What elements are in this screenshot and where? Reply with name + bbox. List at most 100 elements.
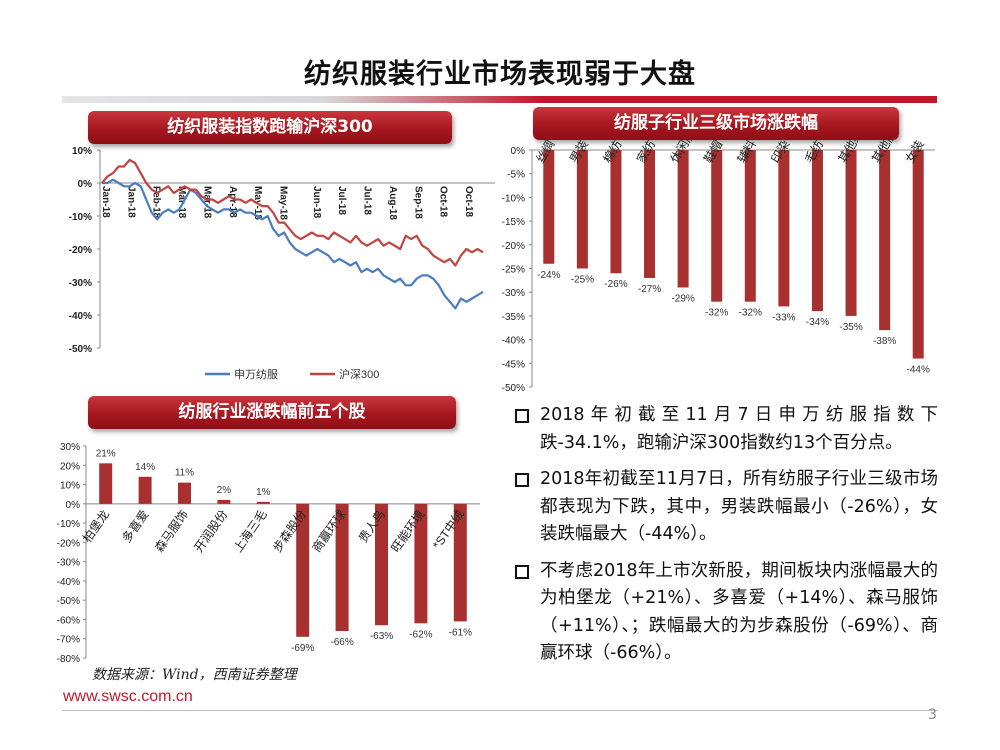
bullet-square-icon (515, 564, 529, 579)
x-tick-label: Oct-18 (463, 186, 474, 218)
bar (178, 482, 191, 504)
bullet-item: 2018年初截至11月7日，所有纺服子行业三级市场都表现为下跌，其中，男装跌幅最… (513, 466, 938, 549)
data-label: -69% (291, 643, 314, 654)
x-tick-label: Jan-18 (100, 186, 111, 218)
y-tick-label: -30% (502, 288, 525, 299)
data-label: 21% (96, 448, 116, 459)
x-tick-label: May-18 (278, 186, 289, 220)
bar (576, 150, 588, 269)
top5-chart-panel: 30% 20% 10% 0% -10% -20% -30% -40% -50% -60% -70% -… (40, 434, 490, 666)
data-label: -32% (739, 308, 762, 319)
bullet-item: 不考虑2018年上市次新股，期间板块内涨幅最大的为柏堡龙（+21%）、多喜爱（+… (513, 558, 938, 668)
footer-divider (62, 710, 938, 711)
legend-label: 沪深300 (339, 367, 379, 381)
y-tick-label: -40% (57, 577, 80, 588)
title-underline (62, 96, 937, 103)
x-tick-label: Feb-18 (151, 186, 162, 219)
bar (256, 501, 270, 504)
bar (811, 150, 823, 312)
subindustry-bar-chart: 0% -5% -10% -15% -20% -25% -30% -35% -40% -45% -50… (502, 140, 935, 394)
y-tick-label: -20% (57, 538, 80, 549)
category-label: 柏堡龙 (79, 507, 112, 545)
bar (845, 150, 857, 316)
bar (879, 150, 891, 331)
page-title: 纺织服装行业市场表现弱于大盘 (304, 59, 696, 90)
bullet-text: 2018年初截至11月7日申万纺服指数下跌-34.1%，跑输沪深300指数约13… (540, 405, 938, 453)
category-label: 开润股份 (191, 508, 230, 555)
category-label: 多喜爱 (119, 508, 151, 546)
data-label: -27% (638, 284, 661, 295)
y-tick-label: -50% (57, 596, 80, 607)
data-label: -33% (772, 312, 795, 323)
bar (453, 503, 467, 622)
x-tick-label: Apr-18 (227, 186, 238, 218)
bar (711, 150, 723, 302)
x-tick-label: Jul-18 (336, 186, 347, 215)
x-tick-label: Jun-18 (311, 186, 322, 219)
line-chart-panel: 10% 0% -10% -20% -30% -40% -50% Jan-18 Jan-18 Feb… (55, 142, 505, 387)
data-label: -38% (873, 336, 896, 347)
x-tick-label: Jan-18 (125, 186, 136, 218)
y-tick-label: -50% (502, 383, 525, 394)
bullet-square-icon (515, 473, 529, 487)
y-tick-label: -40% (69, 311, 92, 322)
data-label: -62% (409, 629, 432, 640)
y-tick-label: 20% (60, 461, 80, 472)
bar (414, 503, 428, 624)
page-number: 3 (928, 707, 937, 723)
y-tick-label: -20% (502, 241, 525, 252)
bar (912, 150, 924, 359)
data-source-note: 数据来源：Wind，西南证券整理 (92, 667, 297, 683)
bar (335, 503, 349, 632)
y-tick-label: -80% (57, 654, 80, 665)
bar (644, 150, 656, 278)
y-tick-label: -5% (507, 170, 525, 181)
y-tick-label: 30% (60, 442, 80, 453)
y-tick-label: -45% (502, 359, 525, 370)
bar (375, 503, 388, 626)
series-line-hs300 (101, 158, 484, 267)
bar (138, 476, 152, 504)
series-line-shenwan (102, 178, 484, 310)
subindustry-chart-banner: 纺服子行业三级市场涨跌幅 (533, 107, 899, 140)
data-label: -29% (671, 293, 694, 304)
data-label: -63% (370, 631, 393, 642)
top5-bar-chart: 30% 20% 10% 0% -10% -20% -30% -40% -50% -60% -70% -… (57, 442, 480, 665)
bullet-list: 2018年初截至11月7日申万纺服指数下跌-34.1%，跑输沪深300指数约13… (513, 402, 938, 677)
y-tick-label: -30% (69, 278, 92, 289)
y-tick-label: -25% (502, 265, 525, 276)
y-tick-label: -10% (69, 212, 92, 223)
y-tick-label: -50% (69, 344, 92, 355)
data-label: -25% (571, 275, 594, 286)
y-tick-label: 10% (60, 481, 80, 492)
y-tick-label: 0% (66, 500, 81, 511)
x-tick-label: Oct-18 (438, 186, 449, 218)
data-label: -26% (604, 279, 627, 290)
y-tick-label: -70% (57, 635, 80, 646)
top5-chart-banner: 纺服行业涨跌幅前五个股 (88, 396, 456, 429)
y-tick-label: -15% (502, 217, 525, 228)
bar (217, 499, 231, 504)
legend-label: 申万纺服 (234, 367, 278, 381)
x-tick-label: Mar-18 (176, 186, 187, 219)
y-tick-label: -35% (502, 312, 525, 323)
data-label: -32% (705, 308, 728, 319)
bullet-square-icon (515, 409, 529, 423)
data-label: -35% (839, 322, 862, 333)
y-tick-label: 0% (511, 146, 526, 157)
data-label: -44% (907, 365, 930, 376)
y-tick-label: -10% (57, 519, 80, 530)
x-tick-label: Aug-18 (387, 186, 398, 220)
x-tick-label: Mar-18 (201, 186, 212, 219)
x-tick-label: Jul-18 (362, 186, 373, 215)
category-label: 森马服饰 (151, 507, 191, 555)
data-label: 1% (256, 487, 271, 498)
bullet-text: 不考虑2018年上市次新股，期间板块内涨幅最大的为柏堡龙（+21%）、多喜爱（+… (540, 560, 938, 664)
bar (610, 150, 622, 274)
y-tick-label: 10% (72, 146, 92, 157)
website-link[interactable]: www.swsc.com.cn (63, 688, 193, 705)
data-label: -66% (330, 637, 353, 648)
data-label: 11% (175, 468, 194, 479)
line-chart-banner: 纺织服装指数跑输沪深300 (88, 111, 452, 144)
category-label: 上海三毛 (230, 507, 270, 555)
